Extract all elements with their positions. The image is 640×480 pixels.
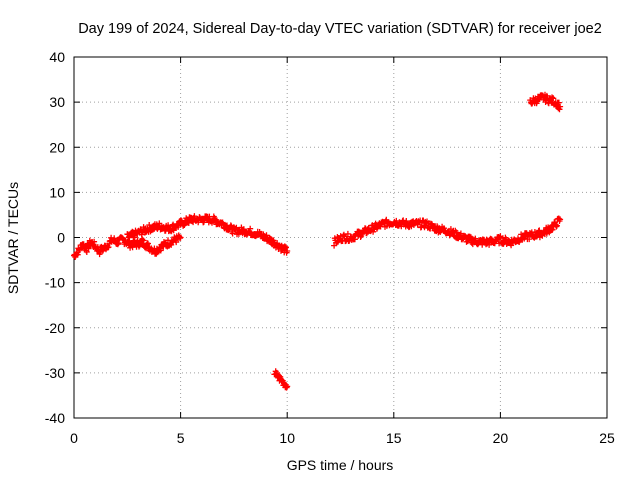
x-tick-label: 0 — [70, 430, 78, 446]
x-tick-label: 25 — [599, 430, 615, 446]
y-tick-label: -10 — [45, 275, 65, 291]
y-tick-label: 0 — [57, 230, 65, 246]
y-axis-label: SDTVAR / TECUs — [5, 182, 21, 294]
chart-title: Day 199 of 2024, Sidereal Day-to-day VTE… — [78, 21, 602, 37]
data-point-cluster — [71, 232, 184, 260]
y-tick-label: 10 — [49, 184, 65, 200]
y-tick-label: 40 — [49, 49, 65, 65]
x-tick-label: 20 — [493, 430, 509, 446]
data-point-cluster — [271, 368, 291, 391]
y-tick-label: 30 — [49, 94, 65, 110]
data-point-cluster — [124, 213, 291, 256]
axis-ticks — [73, 56, 608, 419]
data-point-cluster — [527, 91, 564, 113]
x-tick-label: 10 — [279, 430, 295, 446]
y-tick-label: -30 — [45, 365, 65, 381]
data-points — [71, 91, 564, 391]
y-tick-label: -40 — [45, 410, 65, 426]
y-tick-labels: -40 -30 -20 -10 0 10 20 30 40 — [45, 49, 65, 426]
x-tick-label: 5 — [177, 430, 185, 446]
x-tick-label: 15 — [386, 430, 402, 446]
x-axis-label: GPS time / hours — [287, 457, 394, 473]
x-tick-labels: 0 5 10 15 20 25 — [70, 430, 615, 446]
data-point-cluster — [331, 215, 564, 249]
y-tick-label: -20 — [45, 320, 65, 336]
y-tick-label: 20 — [49, 139, 65, 155]
